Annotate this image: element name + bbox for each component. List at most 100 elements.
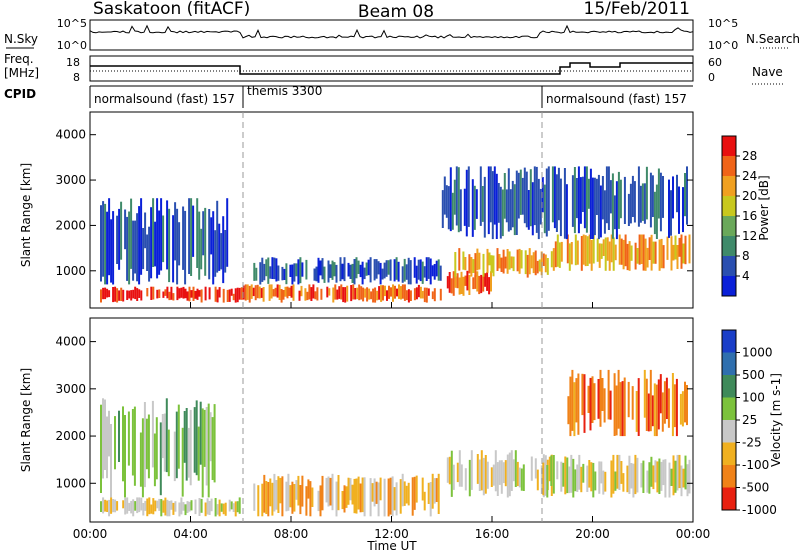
data-cell (651, 175, 654, 217)
data-cell (362, 287, 365, 302)
data-cell (462, 251, 465, 270)
data-cell (339, 257, 342, 282)
data-cell (446, 276, 449, 289)
data-cell (544, 466, 547, 496)
data-cell (538, 259, 541, 272)
data-cell (525, 171, 528, 228)
data-cell (657, 168, 660, 219)
data-cell (595, 178, 598, 215)
data-cell (651, 395, 654, 427)
data-cell (582, 234, 585, 265)
data-cell (190, 198, 193, 276)
data-cell (279, 477, 282, 504)
data-cell (127, 411, 130, 466)
data-cell (253, 483, 256, 511)
data-cell (232, 293, 235, 301)
colorbar-tick-label: 24 (742, 169, 757, 183)
data-cell (301, 262, 304, 277)
data-cell (361, 261, 364, 285)
data-cell (589, 168, 592, 239)
data-cell (623, 176, 626, 224)
data-cell (331, 473, 334, 511)
data-cell (564, 456, 567, 495)
data-cell (256, 284, 259, 299)
data-cell (411, 477, 414, 516)
data-cell (220, 503, 223, 512)
data-cell (224, 502, 227, 516)
data-cell (132, 499, 135, 517)
data-cell (342, 287, 345, 303)
data-cell (186, 501, 189, 513)
data-cell (174, 202, 177, 261)
data-cell (182, 286, 185, 299)
data-cell (441, 190, 444, 228)
data-cell (384, 285, 386, 297)
data-cell (570, 242, 573, 265)
data-cell (204, 502, 207, 517)
data-cell (343, 485, 346, 513)
data-cell (363, 477, 366, 517)
data-cell (623, 377, 626, 437)
data-cell (172, 502, 175, 515)
data-cell (198, 290, 201, 297)
data-cell (630, 245, 633, 261)
data-cell (582, 463, 585, 483)
data-cell (421, 477, 424, 501)
data-cell (305, 259, 308, 280)
data-cell (391, 476, 394, 517)
data-cell (474, 253, 477, 277)
data-cell (476, 271, 479, 292)
data-cell (216, 504, 219, 515)
data-cell (548, 456, 551, 482)
colorbar-tick-label: -25 (742, 436, 762, 450)
data-cell (450, 450, 453, 497)
data-cell (222, 288, 225, 303)
data-cell (492, 255, 495, 277)
data-cell (523, 167, 526, 224)
data-cell (405, 264, 408, 280)
data-cell (151, 400, 154, 468)
data-cell (490, 467, 493, 487)
data-cell (236, 287, 239, 303)
data-cell (124, 415, 126, 498)
cpid-label: CPID (4, 87, 36, 101)
data-cell (527, 190, 530, 230)
data-cell (356, 287, 359, 300)
data-cell (248, 285, 251, 303)
data-cell (355, 257, 358, 279)
data-cell (458, 450, 461, 487)
data-cell (246, 284, 249, 300)
data-cell (108, 290, 111, 298)
data-cell (214, 498, 217, 517)
data-cell (152, 498, 155, 515)
data-cell (674, 235, 677, 260)
data-cell (272, 289, 275, 297)
data-cell (379, 262, 382, 285)
data-cell (437, 473, 440, 514)
data-cell (670, 190, 672, 236)
data-cell (358, 284, 361, 301)
data-cell (550, 251, 553, 268)
data-cell (563, 168, 566, 239)
data-cell (100, 205, 102, 282)
data-cell (593, 177, 596, 236)
data-cell (503, 173, 506, 219)
data-cell (470, 450, 473, 490)
data-cell (614, 471, 617, 491)
data-cell (165, 398, 168, 473)
data-cell (576, 464, 579, 492)
data-cell (177, 404, 180, 469)
data-cell (547, 166, 550, 231)
colorbar-swatch (722, 465, 736, 488)
data-cell (471, 179, 474, 237)
data-cell (383, 478, 386, 517)
data-cell (626, 243, 629, 271)
data-cell (484, 273, 487, 287)
data-cell (172, 215, 175, 283)
data-cell (417, 259, 420, 280)
data-cell (321, 258, 324, 280)
data-cell (146, 234, 149, 271)
data-cell (100, 289, 102, 303)
data-cell (573, 382, 576, 437)
